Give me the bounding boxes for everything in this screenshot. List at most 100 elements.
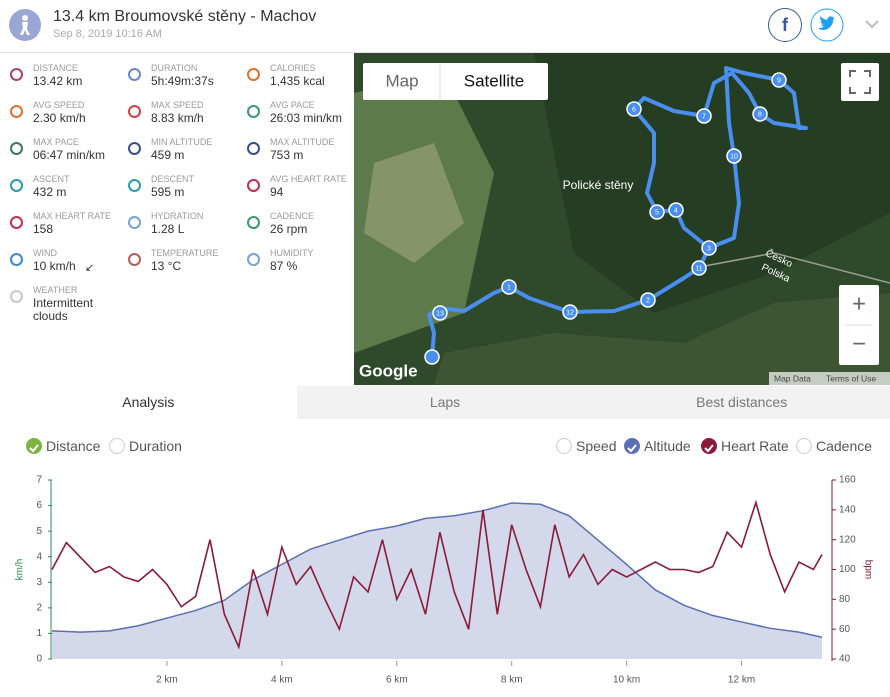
route-marker-label: 7 (702, 113, 706, 120)
stat-value: Intermittent clouds (33, 296, 94, 323)
header: 13.4 km Broumovské stěny - Machov Sep 8,… (0, 0, 890, 53)
y-tick-label: 2 (36, 602, 42, 613)
route-marker[interactable] (691, 260, 707, 276)
zoom-out[interactable]: − (852, 330, 866, 357)
stat-value: 1.28 L (151, 222, 185, 236)
y2-tick-label: 160 (839, 475, 856, 486)
altitude-area (52, 503, 822, 659)
stat-icon (10, 290, 23, 303)
fullscreen-button (841, 63, 879, 101)
route-marker[interactable] (640, 292, 656, 308)
route-marker[interactable] (726, 148, 742, 164)
stat-value: 06:47 min/km (33, 148, 106, 162)
tab[interactable]: Laps (429, 394, 461, 410)
check (704, 444, 714, 453)
route-marker[interactable] (432, 305, 448, 321)
stat-label: DISTANCE (33, 63, 78, 73)
stat-icon (10, 105, 23, 118)
legend: Distance Duration Speed Altitude Heart Rate C… (0, 435, 890, 457)
stat-icon (128, 179, 141, 192)
route-marker-label: 11 (695, 265, 702, 272)
stat-label: WIND (33, 248, 57, 258)
route-marker-label: 8 (758, 111, 762, 118)
route-marker[interactable] (562, 304, 578, 320)
route-marker[interactable] (701, 240, 717, 256)
place-label: Polické stěny (563, 178, 634, 192)
terms[interactable]: Terms of Use (826, 373, 876, 383)
route-marker[interactable] (668, 202, 684, 218)
zoom-in[interactable]: + (852, 290, 866, 317)
stat-label: DURATION (151, 63, 198, 73)
stat-label: CADENCE (270, 211, 315, 221)
map-button[interactable]: Map (385, 71, 418, 90)
route-marker[interactable] (771, 72, 787, 88)
checkbox (796, 438, 812, 454)
legend-item[interactable]: Speed (556, 435, 616, 457)
stat-value: 13 °C (151, 259, 182, 273)
stat-icon (247, 105, 260, 118)
route-marker[interactable] (626, 101, 642, 117)
route-marker-label: 13 (436, 310, 444, 317)
legend-item[interactable]: Distance (26, 435, 100, 457)
stat-value: 1,435 kcal (270, 74, 325, 88)
route-marker[interactable] (752, 106, 768, 122)
stat-label: HYDRATION (151, 211, 204, 221)
road (693, 252, 890, 284)
field (434, 293, 890, 385)
x-tick-label: 2 km (156, 675, 178, 686)
route-marker[interactable] (501, 279, 517, 295)
x-tick-label: 4 km (271, 675, 293, 686)
checkbox (701, 438, 717, 454)
route (427, 66, 808, 358)
y-tick-label: 0 (36, 654, 42, 665)
stat-icon (247, 179, 260, 192)
map-type-box (363, 63, 548, 100)
stat-value: 26 rpm (270, 222, 308, 236)
route-marker-label: 5 (655, 209, 659, 216)
y-tick-label: 3 (36, 577, 42, 588)
expand-chevron[interactable] (864, 18, 880, 30)
stat-label: MIN ALTITUDE (151, 137, 213, 147)
legend-item[interactable]: Duration (109, 435, 182, 457)
legend-item[interactable]: Cadence (796, 435, 872, 457)
checkbox (624, 438, 640, 454)
y2-tick-label: 100 (839, 564, 856, 575)
legend-label: Heart Rate (721, 438, 789, 454)
checkbox (556, 438, 572, 454)
fullscreen-icon (849, 70, 871, 94)
route-marker[interactable] (696, 108, 712, 124)
route-marker-label: 4 (674, 207, 678, 214)
legend-item[interactable]: Heart Rate (701, 435, 789, 457)
route-marker[interactable] (649, 204, 665, 220)
facebook-button[interactable]: f (768, 8, 802, 42)
x-tick-label: 8 km (501, 675, 523, 686)
y-tick-label: 4 (36, 551, 42, 562)
stat-value: 5h:49m:37s (151, 74, 214, 88)
satellite-button[interactable]: Satellite (464, 71, 524, 90)
heart-rate-line (51, 499, 823, 650)
stat-label: DESCENT (151, 174, 195, 184)
stat-icon (247, 68, 260, 81)
y2-axis-label: bpm (862, 560, 873, 579)
y-axis-label: km/h (15, 559, 26, 581)
stat-icon (10, 253, 23, 266)
stat-label: WEATHER (33, 285, 78, 295)
route-marker-label: 6 (632, 106, 636, 113)
y-tick-label: 5 (36, 526, 42, 537)
twitter-button[interactable] (810, 8, 844, 42)
stat-label: AVG SPEED (33, 100, 85, 110)
stat-label: CALORIES (270, 63, 316, 73)
y2-tick-label: 40 (839, 654, 851, 665)
stat-label: ASCENT (33, 174, 70, 184)
tab[interactable]: Best distances (696, 394, 788, 410)
stat-icon (128, 253, 141, 266)
stat-icon (128, 105, 141, 118)
altitude-line (51, 502, 823, 638)
checkbox (109, 438, 125, 454)
legend-item[interactable]: Altitude (624, 435, 691, 457)
stat-value: 13.42 km (33, 74, 83, 88)
map-data: Map Data (774, 373, 811, 383)
tab[interactable]: Analysis (0, 386, 297, 419)
check (29, 444, 39, 453)
